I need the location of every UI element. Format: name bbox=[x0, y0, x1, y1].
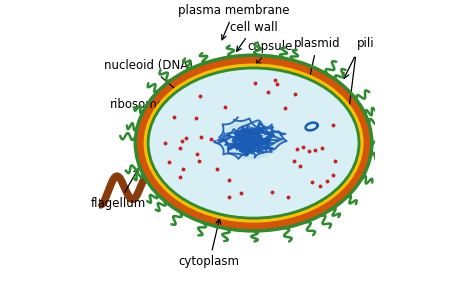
Ellipse shape bbox=[136, 56, 371, 230]
Ellipse shape bbox=[144, 64, 364, 223]
Text: cytoplasm: cytoplasm bbox=[179, 219, 240, 268]
Text: capsule: capsule bbox=[247, 40, 293, 65]
Text: pili: pili bbox=[357, 37, 375, 50]
Text: plasmid: plasmid bbox=[294, 37, 340, 114]
Text: ribosomes: ribosomes bbox=[109, 98, 195, 141]
Text: nucleoid (DNA): nucleoid (DNA) bbox=[104, 59, 215, 124]
Text: plasma membrane: plasma membrane bbox=[179, 4, 290, 40]
Text: flagellum: flagellum bbox=[91, 169, 146, 210]
Ellipse shape bbox=[147, 67, 360, 219]
Ellipse shape bbox=[148, 68, 358, 218]
Ellipse shape bbox=[220, 121, 281, 160]
Text: cell wall: cell wall bbox=[230, 20, 277, 51]
